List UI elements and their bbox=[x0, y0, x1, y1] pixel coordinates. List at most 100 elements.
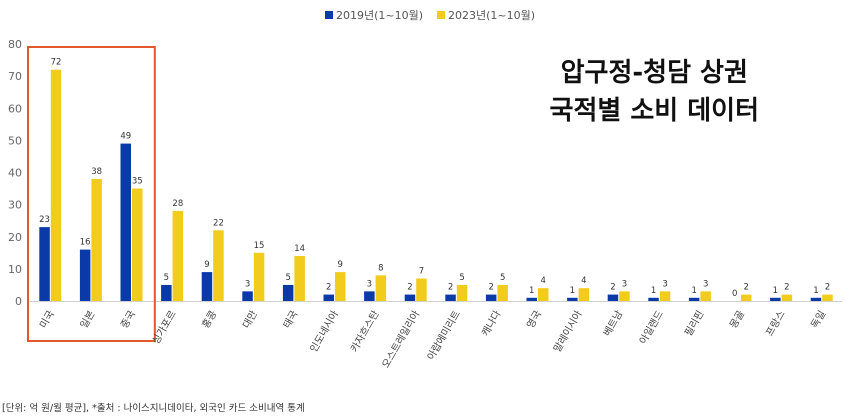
category-label: 일본 bbox=[78, 309, 98, 331]
y-tick-label: 70 bbox=[8, 70, 22, 83]
data-label: 1 bbox=[529, 286, 534, 296]
data-label: 1 bbox=[691, 286, 696, 296]
bar-2023 bbox=[659, 291, 671, 301]
data-label: 15 bbox=[254, 241, 265, 251]
bar-2023 bbox=[213, 230, 224, 301]
data-label: 2 bbox=[326, 283, 331, 293]
category-label: 태국 bbox=[281, 309, 301, 331]
category-label: 영국 bbox=[525, 309, 545, 331]
bar-2019 bbox=[526, 297, 537, 301]
y-tick-label: 20 bbox=[8, 231, 22, 244]
category-label: 대만 bbox=[240, 309, 260, 331]
bar-2019 bbox=[404, 294, 416, 301]
data-label: 0 bbox=[732, 289, 737, 299]
bar-2023 bbox=[294, 256, 305, 301]
data-label: 1 bbox=[570, 286, 575, 296]
category-label: 미국 bbox=[37, 309, 57, 331]
bar-2019 bbox=[688, 297, 700, 301]
category-label: 캐나다 bbox=[479, 309, 503, 339]
data-label: 3 bbox=[245, 279, 250, 289]
data-label: 7 bbox=[419, 267, 424, 277]
data-label: 5 bbox=[459, 273, 464, 283]
category-label: 인도네시아 bbox=[308, 309, 341, 355]
data-label: 2 bbox=[610, 283, 615, 293]
bar-2019 bbox=[567, 297, 578, 301]
bar-2019 bbox=[445, 294, 456, 301]
data-label: 9 bbox=[338, 260, 343, 270]
bar-2019 bbox=[282, 284, 294, 301]
bar-2023 bbox=[132, 188, 143, 301]
data-label: 2 bbox=[488, 283, 493, 293]
data-label: 2 bbox=[784, 283, 789, 293]
bar-2019 bbox=[242, 291, 253, 301]
bar-2023 bbox=[619, 291, 630, 301]
data-label: 49 bbox=[120, 132, 131, 142]
category-label: 말레이시아 bbox=[551, 309, 584, 355]
data-label: 5 bbox=[285, 273, 290, 283]
y-tick-label: 0 bbox=[15, 295, 22, 308]
bar-2019 bbox=[770, 297, 781, 301]
data-label: 1 bbox=[773, 286, 778, 296]
data-label: 9 bbox=[204, 260, 209, 270]
y-tick-label: 60 bbox=[8, 102, 22, 115]
data-label: 1 bbox=[813, 286, 818, 296]
data-label: 5 bbox=[164, 273, 169, 283]
data-label: 3 bbox=[622, 279, 627, 289]
chart-title: 압구정-청담 상권 국적별 소비 데이터 bbox=[550, 54, 759, 130]
bar-2023 bbox=[253, 252, 265, 301]
bar-2023 bbox=[538, 288, 549, 301]
category-label: 아일랜드 bbox=[637, 309, 666, 347]
bar-2023 bbox=[50, 69, 62, 301]
bar-2023 bbox=[335, 272, 346, 301]
category-label: 홍콩 bbox=[199, 308, 219, 330]
category-label: 프랑스 bbox=[764, 309, 788, 339]
data-label: 35 bbox=[132, 177, 143, 187]
legend-label: 2019년(1~10월) bbox=[336, 9, 423, 22]
data-label: 3 bbox=[662, 279, 667, 289]
y-tick-label: 50 bbox=[8, 134, 22, 147]
bar-2023 bbox=[456, 284, 468, 301]
y-tick-label: 40 bbox=[8, 167, 22, 180]
legend-swatch bbox=[437, 11, 445, 19]
category-label: 독일 bbox=[809, 309, 829, 331]
data-label: 2 bbox=[825, 283, 830, 293]
data-label: 5 bbox=[500, 273, 505, 283]
category-label: 아랍에미리트 bbox=[424, 308, 463, 362]
highlight-box bbox=[27, 46, 156, 342]
bar-2019 bbox=[39, 227, 50, 301]
data-label: 3 bbox=[703, 279, 708, 289]
bar-2019 bbox=[120, 143, 131, 301]
bar-2019 bbox=[323, 294, 334, 301]
bar-2019 bbox=[648, 297, 659, 301]
bar-2023 bbox=[416, 278, 427, 301]
category-label: 오스트레일리아 bbox=[380, 309, 423, 371]
bar-2023 bbox=[741, 294, 752, 301]
data-label: 1 bbox=[651, 286, 656, 296]
bar-2023 bbox=[578, 288, 590, 301]
data-label: 16 bbox=[80, 238, 91, 248]
category-label: 필리핀 bbox=[682, 309, 706, 339]
bar-2023 bbox=[497, 284, 508, 301]
bar-2019 bbox=[201, 272, 213, 301]
data-label: 4 bbox=[581, 276, 586, 286]
bar-2023 bbox=[375, 275, 387, 301]
footnote: [단위: 억 원/월 평균], *출처 : 나이스지니데이타, 외국인 카드 소… bbox=[2, 403, 305, 414]
y-tick-label: 30 bbox=[8, 199, 22, 212]
bar-2019 bbox=[79, 249, 91, 301]
y-tick-label: 80 bbox=[8, 38, 22, 51]
category-label: 베트남 bbox=[601, 309, 625, 339]
data-label: 3 bbox=[367, 279, 372, 289]
chart-title-line-1: 압구정-청담 상권 bbox=[560, 58, 748, 88]
data-label: 4 bbox=[541, 276, 546, 286]
data-label: 72 bbox=[51, 58, 62, 68]
category-label: 중국 bbox=[119, 309, 139, 331]
data-label: 2 bbox=[407, 283, 412, 293]
bar-2019 bbox=[485, 294, 497, 301]
data-label: 8 bbox=[378, 263, 383, 273]
data-label: 23 bbox=[39, 215, 50, 225]
data-label: 14 bbox=[294, 244, 305, 254]
legend-label: 2023년(1~10월) bbox=[448, 9, 535, 22]
bar-2023 bbox=[781, 294, 793, 301]
data-label: 2 bbox=[744, 283, 749, 293]
